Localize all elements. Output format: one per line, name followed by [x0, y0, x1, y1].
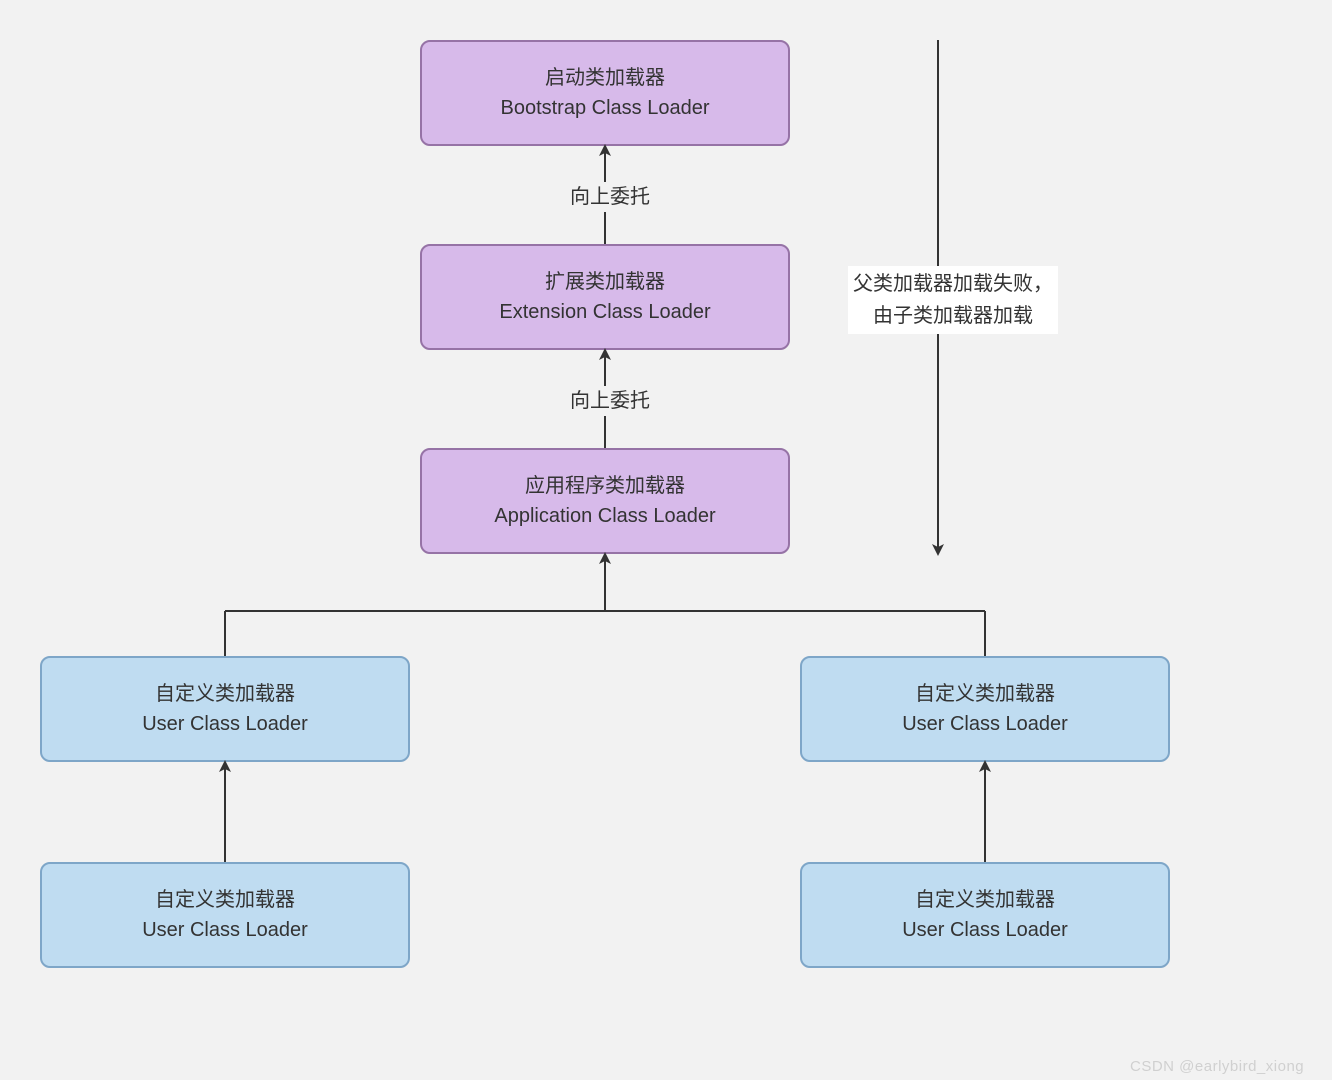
node-user-left-top: 自定义类加载器 User Class Loader: [40, 656, 410, 762]
node-title-en: User Class Loader: [902, 915, 1068, 945]
side-label-line2: 由子类加载器加载: [852, 300, 1054, 332]
node-title-en: Application Class Loader: [494, 501, 715, 531]
node-title-en: User Class Loader: [142, 709, 308, 739]
node-application: 应用程序类加载器 Application Class Loader: [420, 448, 790, 554]
side-arrow-label: 父类加载器加载失败， 由子类加载器加载: [848, 266, 1058, 334]
node-user-right-bottom: 自定义类加载器 User Class Loader: [800, 862, 1170, 968]
node-title-en: Extension Class Loader: [499, 297, 710, 327]
watermark: CSDN @earlybird_xiong: [1130, 1058, 1304, 1075]
edge-label-delegate-2: 向上委托: [565, 386, 655, 416]
diagram-canvas: 启动类加载器 Bootstrap Class Loader 扩展类加载器 Ext…: [0, 0, 1332, 1080]
node-title-en: User Class Loader: [142, 915, 308, 945]
edge-label-delegate-1: 向上委托: [565, 182, 655, 212]
node-title-cn: 启动类加载器: [545, 63, 665, 93]
node-title-cn: 应用程序类加载器: [525, 471, 685, 501]
side-label-line1: 父类加载器加载失败，: [852, 268, 1054, 300]
node-title-cn: 自定义类加载器: [155, 885, 295, 915]
node-title-en: Bootstrap Class Loader: [500, 93, 709, 123]
node-title-cn: 自定义类加载器: [155, 679, 295, 709]
node-title-en: User Class Loader: [902, 709, 1068, 739]
node-title-cn: 自定义类加载器: [915, 679, 1055, 709]
node-title-cn: 自定义类加载器: [915, 885, 1055, 915]
node-user-left-bottom: 自定义类加载器 User Class Loader: [40, 862, 410, 968]
node-user-right-top: 自定义类加载器 User Class Loader: [800, 656, 1170, 762]
node-bootstrap: 启动类加载器 Bootstrap Class Loader: [420, 40, 790, 146]
node-title-cn: 扩展类加载器: [545, 267, 665, 297]
node-extension: 扩展类加载器 Extension Class Loader: [420, 244, 790, 350]
